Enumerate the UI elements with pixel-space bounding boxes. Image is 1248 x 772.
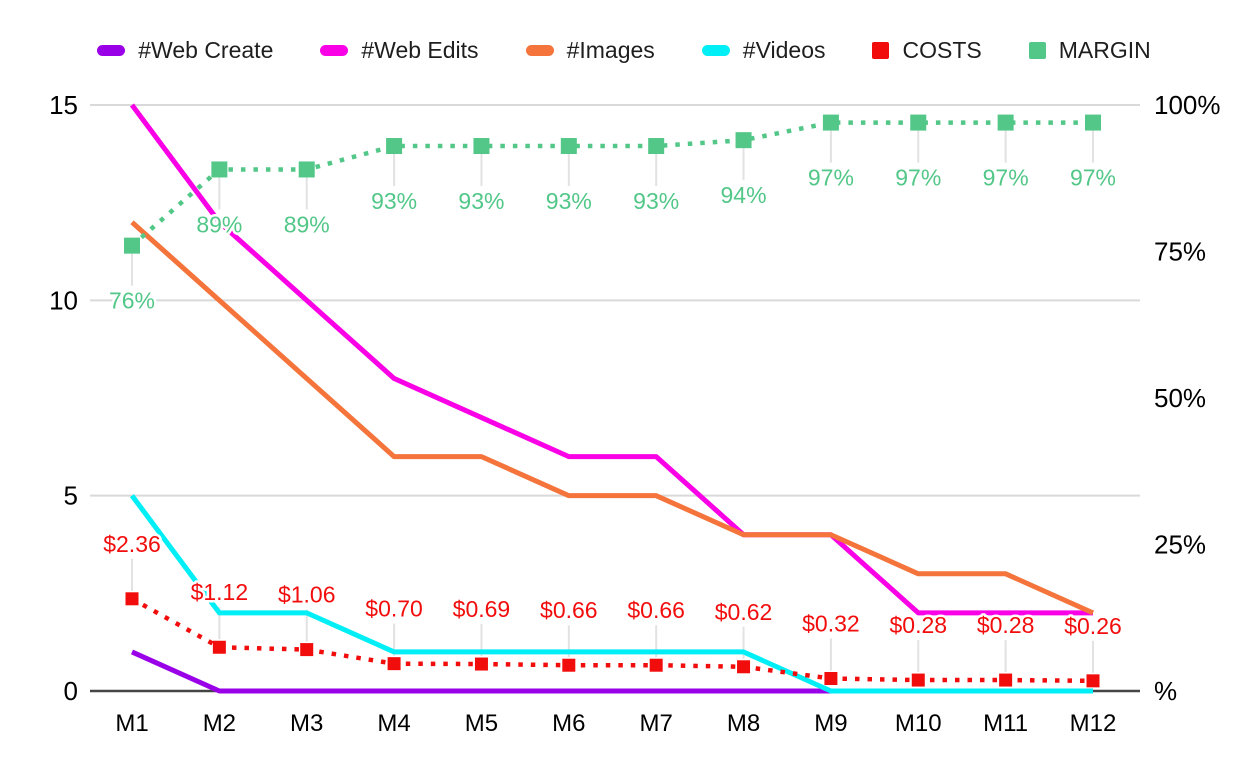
x-axis-tick: M6: [552, 710, 585, 737]
legend-item-web-edits: #Web Edits: [320, 36, 479, 64]
costs-data-label: $1.06: [278, 582, 336, 608]
right-axis-tick: 100%: [1154, 90, 1221, 120]
costs-marker: [212, 640, 226, 654]
margin-marker: [386, 138, 403, 155]
x-axis-tick: M10: [895, 710, 942, 737]
margin-data-label: 93%: [633, 188, 679, 214]
series-line-web-edits: [129, 103, 1093, 616]
costs-data-label: $0.62: [715, 599, 773, 625]
left-axis-tick: 15: [49, 90, 78, 120]
margin-data-label: 97%: [983, 165, 1029, 191]
costs-marker: [737, 660, 751, 674]
costs-marker: [300, 643, 314, 657]
costs-marker: [649, 658, 663, 672]
margin-marker: [1085, 114, 1101, 131]
right-axis-tick: 75%: [1154, 237, 1206, 267]
margin-marker: [910, 114, 927, 131]
series-line-costs: [130, 596, 1094, 684]
legend-label-web-edits: #Web Edits: [361, 36, 479, 63]
legend-item-images: #Images: [525, 36, 655, 64]
costs-data-label: $0.66: [540, 597, 598, 623]
margin-marker: [298, 161, 315, 178]
x-axis-tick: M1: [115, 710, 148, 737]
legend-swatch-icon-margin: [1028, 41, 1046, 59]
x-axis-tick: M8: [727, 710, 760, 737]
x-axis-tick: M2: [203, 710, 236, 737]
costs-marker: [387, 657, 401, 671]
x-axis-tick: M9: [814, 710, 847, 737]
legend-swatch-icon-images: [525, 44, 554, 56]
margin-data-label: 94%: [721, 182, 767, 208]
series-line-margin: [130, 120, 1093, 248]
margin-marker: [735, 132, 752, 149]
costs-marker: [125, 592, 139, 606]
legend-swatch-icon-videos: [701, 44, 730, 56]
costs-data-label: $1.12: [191, 579, 249, 605]
margin-marker: [211, 161, 228, 178]
costs-data-label: $0.32: [802, 610, 860, 636]
legend-label-images: #Images: [566, 36, 655, 63]
series-line-images: [130, 220, 1095, 616]
costs-data-label: $0.28: [977, 612, 1035, 638]
margin-marker: [124, 237, 140, 254]
margin-data-label: 97%: [1070, 165, 1116, 191]
margin-data-label: 89%: [196, 211, 242, 237]
x-axis-tick: M7: [640, 710, 673, 737]
legend-label-videos: #Videos: [742, 36, 826, 63]
margin-data-label: 93%: [458, 188, 504, 214]
legend-item-costs: COSTS: [872, 36, 982, 64]
margin-data-label: 89%: [284, 211, 330, 237]
legend-item-videos: #Videos: [701, 36, 826, 64]
x-axis-tick: M12: [1070, 710, 1117, 737]
legend-item-web-create: #Web Create: [97, 37, 273, 64]
legend-label-margin: MARGIN: [1058, 36, 1151, 63]
margin-data-label: 93%: [546, 188, 592, 214]
legend-label-web-create: #Web Create: [138, 36, 274, 63]
x-axis-tick: M5: [465, 710, 498, 737]
legend-swatch-icon-web-create: [97, 44, 126, 56]
right-axis-tick: %: [1154, 676, 1177, 706]
series-line-web-create: [130, 649, 1093, 694]
costs-marker: [824, 671, 838, 685]
left-axis-tick: 10: [49, 285, 78, 315]
right-axis-tick: 50%: [1154, 383, 1206, 413]
costs-marker: [911, 673, 925, 687]
right-axis-tick: 25%: [1154, 530, 1206, 560]
costs-marker: [999, 673, 1013, 687]
legend-swatch-icon-costs: [872, 41, 890, 59]
legend-label-costs: COSTS: [902, 36, 982, 63]
x-axis-tick: M3: [290, 710, 323, 737]
margin-marker: [648, 138, 665, 155]
x-axis-tick: M4: [377, 710, 410, 737]
margin-marker: [822, 114, 839, 131]
costs-marker: [562, 658, 576, 672]
margin-data-label: 97%: [808, 165, 854, 191]
costs-data-label: $0.26: [1064, 613, 1122, 639]
margin-marker: [997, 114, 1014, 131]
costs-data-label: $0.28: [889, 612, 947, 638]
series-line-videos: [129, 494, 1093, 694]
legend-item-margin: MARGIN: [1028, 36, 1151, 64]
costs-data-label: $0.69: [453, 596, 511, 622]
margin-marker: [473, 138, 490, 155]
left-axis-tick: 0: [64, 676, 78, 706]
costs-data-label: $2.36: [103, 531, 161, 557]
costs-data-label: $0.70: [365, 596, 423, 622]
margin-marker: [560, 138, 577, 155]
margin-data-label: 97%: [895, 165, 941, 191]
left-axis-tick: 5: [64, 481, 78, 511]
costs-marker: [1086, 674, 1100, 688]
x-axis-tick: M11: [983, 710, 1028, 737]
costs-marker: [474, 657, 488, 671]
margin-data-label: 93%: [371, 188, 417, 214]
costs-data-label: $0.66: [627, 597, 685, 623]
chart-legend: #Web Create #Web Edits #Images #Videos COSTS…: [0, 35, 1248, 65]
legend-swatch-icon-web-edits: [320, 44, 349, 56]
margin-data-label: 76%: [109, 288, 155, 314]
